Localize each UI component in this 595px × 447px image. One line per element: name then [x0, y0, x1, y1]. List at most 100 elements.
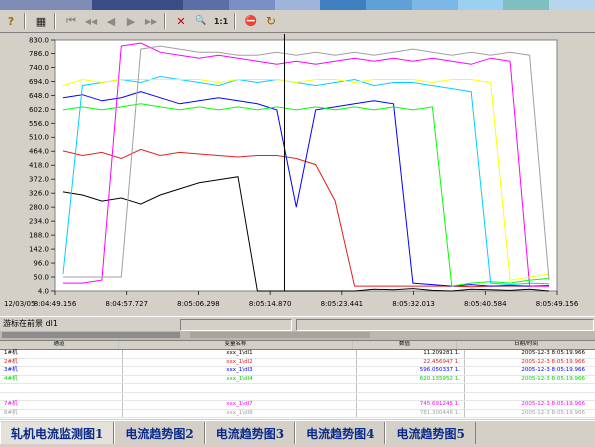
title-bar-segment: [274, 0, 321, 10]
table-row[interactable]: 3#机 xxx_1\dl3 596.050337 1. 2005-12-3 8:05:…: [0, 367, 595, 376]
y-tick-label: 830.0: [29, 37, 49, 45]
refresh-icon[interactable]: ↻: [265, 14, 277, 28]
table-row[interactable]: [0, 384, 595, 393]
channel-table: 通道 变量名称 数值 日期/时间 1#机 xxx_1\dl1 11.209281 1…: [0, 340, 595, 419]
toolbar-separator: [234, 13, 236, 29]
x-tick-label: 8:05:32.013: [392, 300, 435, 308]
row-value: 745.691245 1.: [357, 401, 465, 409]
row-value: 596.050337 1.: [357, 367, 465, 375]
scrollbar-thumb[interactable]: [2, 332, 180, 338]
fast-forward-icon[interactable]: ▶▶: [144, 16, 158, 26]
tab-4[interactable]: 电流趋势图4: [295, 422, 386, 444]
rewind-icon[interactable]: ◀◀: [84, 16, 98, 26]
back-icon[interactable]: ◀: [106, 14, 116, 28]
table-row[interactable]: 4#机 xxx_1\dl4 620.135952 1. 2005-12-3 8:05:…: [0, 375, 595, 384]
play-icon[interactable]: ▶: [126, 14, 136, 28]
row-variable: xxx_1\dl7: [123, 401, 357, 409]
tab-bar: 轧机电流监测图1 电流趋势图2 电流趋势图3 电流趋势图4 电流趋势图5: [0, 420, 595, 447]
date-label: 12/03/05: [4, 300, 35, 308]
window-title-bar: [0, 0, 595, 10]
title-bar-segment: [320, 0, 367, 10]
row-channel: 4#机: [0, 375, 123, 383]
title-bar-segment: [411, 0, 458, 10]
toolbar-separator: [54, 13, 56, 29]
tab-1[interactable]: 轧机电流监测图1: [0, 422, 115, 444]
status-bar: 游标在前景 dl1: [0, 316, 595, 332]
y-tick-label: 786.0: [29, 50, 49, 58]
title-bar-segment: [549, 0, 595, 10]
title-bar-segment: [0, 0, 46, 10]
row-channel: [0, 392, 123, 400]
row-channel: 3#机: [0, 367, 123, 375]
row-channel: [0, 384, 123, 392]
title-bar-segment: [137, 0, 184, 10]
scale-button[interactable]: 1:1: [213, 16, 229, 26]
series-line-1: [62, 176, 550, 292]
x-tick-label: 8:05:49.156: [536, 300, 579, 308]
header-variable[interactable]: 变量名称: [119, 341, 353, 349]
x-tick-label: 8:05:06.298: [177, 300, 220, 308]
tab-2[interactable]: 电流趋势图2: [114, 422, 205, 444]
row-datetime: 2005-12-3 8:05:19.966: [521, 358, 585, 365]
row-datetime: [465, 393, 595, 401]
y-tick-label: 648.0: [29, 92, 49, 100]
series-line-2: [62, 148, 549, 288]
row-value: 11.209281 1.: [357, 350, 465, 358]
table-row[interactable]: 8#机 xxx_1\dl8 781.300446 1. 2005-12-3 8:05:…: [0, 409, 595, 418]
row-datetime: 2005-12-3 8:05:19.966: [521, 409, 585, 416]
y-tick-label: 372.0: [29, 176, 49, 184]
y-tick-label: 694.0: [29, 78, 49, 86]
plot-area: [54, 39, 558, 292]
zoom-fit-icon[interactable]: ✕: [176, 14, 186, 28]
x-tick-label: 8:05:40.584: [464, 300, 507, 308]
table-row[interactable]: [0, 392, 595, 401]
row-datetime: 2005-12-3 8:05:19.966: [521, 367, 585, 373]
table-row[interactable]: 7#机 xxx_1\dl7 745.691245 1. 2005-12-3 8:05:…: [0, 401, 595, 410]
row-datetime: 2005-12-3 8:05:19.966: [521, 350, 585, 356]
header-datetime[interactable]: 日期/时间: [514, 341, 538, 347]
series-line-4: [62, 75, 550, 286]
y-tick-label: 4.0: [38, 288, 49, 296]
horizontal-scrollbar[interactable]: [0, 331, 595, 340]
tab-3[interactable]: 电流趋势图3: [204, 422, 296, 444]
title-bar-segment: [457, 0, 504, 10]
title-bar-segment: [503, 0, 550, 10]
help-icon[interactable]: ?: [7, 14, 15, 28]
y-tick-label: 418.0: [29, 162, 49, 170]
table-header: 通道 变量名称 数值 日期/时间: [0, 341, 595, 350]
x-tick-label: 8:04:49.156: [34, 300, 77, 308]
row-datetime: [465, 384, 595, 392]
stop-icon[interactable]: ⛔: [244, 15, 258, 27]
series-line-8: [63, 45, 550, 281]
toolbar-separator: [164, 13, 166, 29]
title-bar-segment: [183, 0, 229, 10]
y-tick-label: 602.0: [29, 106, 49, 114]
row-datetime: 2005-12-3 8:05:19.966: [521, 401, 585, 407]
status-message: 游标在前景 dl1: [3, 319, 58, 328]
header-value[interactable]: 数值: [353, 341, 457, 349]
y-tick-label: 96.0: [33, 260, 49, 268]
row-channel: 2#机: [0, 358, 123, 366]
zoom-icon[interactable]: 🔍: [195, 16, 207, 26]
series-line-5: [63, 42, 549, 287]
y-tick-label: 326.0: [29, 190, 49, 198]
row-variable: xxx_1\dl3: [123, 367, 357, 375]
table-row[interactable]: 2#机 xxx_1\dl2 22.456947 1. 2005-12-3 8:05:1…: [0, 358, 595, 367]
toolbar: ? ▦ ⏮ ◀◀ ◀ ▶ ▶▶ ✕ 🔍 1:1 ⛔ ↻: [0, 10, 595, 33]
row-channel: 7#机: [0, 401, 123, 409]
row-value: 620.135952 1.: [357, 375, 465, 383]
first-icon[interactable]: ⏮: [66, 14, 76, 27]
row-channel: 8#机: [0, 409, 123, 417]
y-tick-label: 50.0: [33, 274, 49, 282]
trend-chart[interactable]: 830.0 786.0 740.0 694.0 648.0 602.0 556.0 510.0…: [0, 33, 595, 316]
grid-icon[interactable]: ▦: [35, 14, 47, 28]
row-datetime: 2005-12-3 8:05:19.966: [521, 375, 585, 382]
row-value: [357, 384, 465, 392]
row-variable: xxx_1\dl8: [123, 409, 357, 417]
trend-chart-panel: 830.0 786.0 740.0 694.0 648.0 602.0 556.0 510.0…: [0, 33, 595, 316]
y-tick-label: 464.0: [29, 148, 49, 156]
tab-5[interactable]: 电流趋势图5: [385, 422, 476, 444]
table-row[interactable]: 1#机 xxx_1\dl1 11.209281 1. 2005-12-3 8:05:1…: [0, 350, 595, 359]
row-value: [357, 392, 465, 400]
header-channel[interactable]: 通道: [0, 341, 119, 349]
